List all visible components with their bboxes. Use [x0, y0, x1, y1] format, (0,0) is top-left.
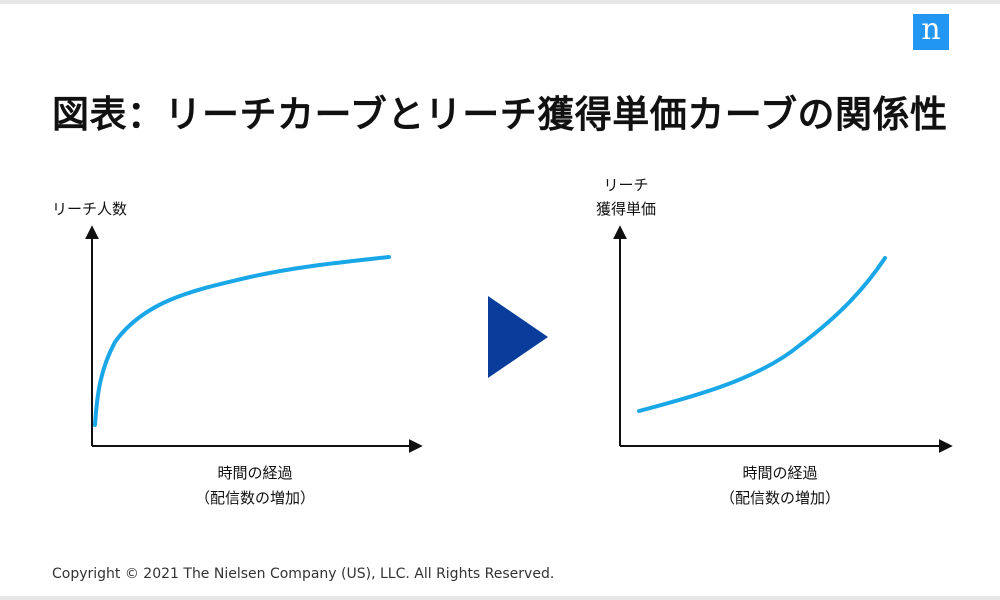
right-x-axis-label-line1: 時間の経過 — [742, 464, 817, 482]
cost-per-reach-chart: リーチ 獲得単価 時間の経過 （配信数の増加） — [596, 176, 953, 507]
left-x-axis-label-line1: 時間の経過 — [217, 464, 292, 482]
nielsen-logo: n — [913, 14, 949, 50]
cost-per-reach-curve-line — [637, 256, 887, 413]
triangle-right-icon — [488, 296, 548, 378]
left-x-axis-label-line2: （配信数の増加） — [195, 489, 315, 507]
copyright-notice: Copyright © 2021 The Nielsen Company (US… — [52, 566, 555, 582]
reach-curve-chart: リーチ人数 時間の経過 （配信数の増加） — [52, 200, 423, 507]
page-title: 図表：リーチカーブとリーチ獲得単価カーブの関係性 — [52, 93, 948, 136]
left-y-axis-label: リーチ人数 — [52, 200, 127, 218]
bottom-divider — [0, 596, 1000, 600]
top-divider — [0, 0, 1000, 4]
right-x-axis-label-line2: （配信数の増加） — [720, 489, 840, 507]
right-y-axis-label-line2: 獲得単価 — [596, 200, 656, 218]
reach-curve-line — [93, 255, 391, 427]
right-y-axis-label-line1: リーチ — [603, 176, 648, 194]
